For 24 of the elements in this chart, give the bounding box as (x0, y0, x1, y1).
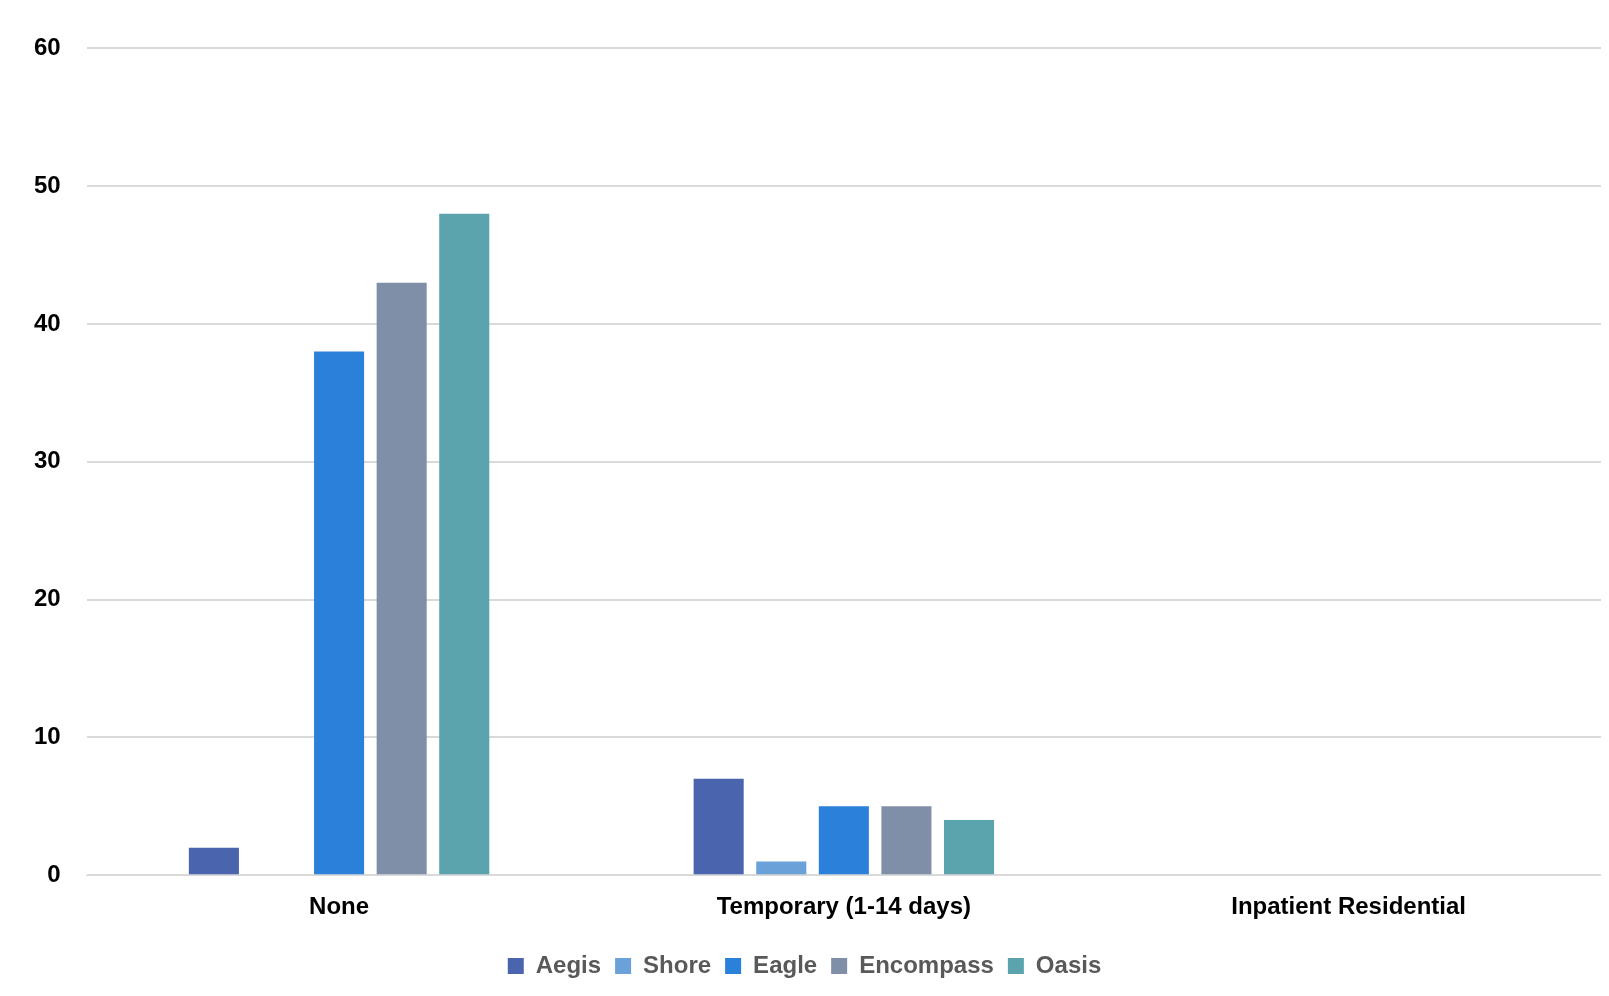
x-tick-label: Inpatient Residential (1231, 892, 1466, 920)
bar (439, 213, 490, 875)
bar (943, 820, 995, 875)
legend-label: Encompass (859, 950, 994, 978)
legend-label: Shore (643, 950, 712, 978)
y-tick-label: 60 (33, 33, 61, 61)
bar (818, 806, 869, 875)
x-tick-label: Temporary (1-14 days) (716, 892, 972, 920)
y-tick-label: 50 (33, 170, 61, 198)
y-tick-label: 40 (33, 308, 61, 336)
y-tick-label: 30 (33, 446, 61, 474)
bar (756, 861, 807, 875)
x-tick-label: None (309, 892, 370, 920)
legend-label: Oasis (1035, 950, 1102, 978)
bar (693, 778, 744, 875)
bar (188, 847, 239, 875)
y-tick-label: 10 (33, 722, 61, 750)
bar (314, 351, 365, 875)
y-tick-label: 0 (47, 859, 61, 887)
bar (881, 806, 932, 875)
legend-label: Eagle (753, 950, 818, 978)
bar (376, 282, 427, 875)
legend-label: Aegis (535, 950, 602, 978)
y-tick-label: 20 (33, 584, 61, 612)
